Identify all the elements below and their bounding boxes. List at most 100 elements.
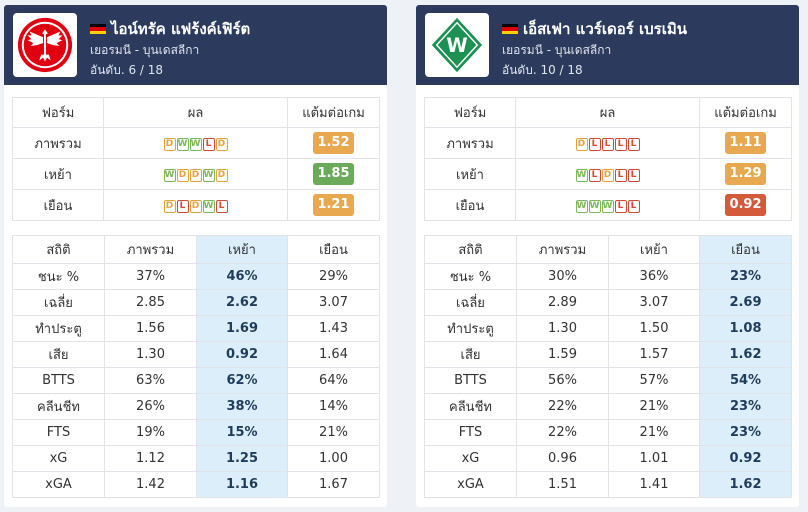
stat-overall: 2.89: [516, 289, 609, 316]
stats-row: ชนะ % 37% 46% 29%: [12, 263, 380, 290]
stat-away: 1.67: [287, 471, 380, 498]
stat-overall: 22%: [516, 419, 609, 446]
team-panel: W เอ็สเฟา แวร์เดอร์ เบรเมิน เยอรมนี - บุ…: [416, 5, 799, 507]
eagle-crest-icon[interactable]: [13, 13, 77, 77]
stats-table: สถิติ ภาพรวม เหย้า เยือน ชนะ % 30% 36% 2…: [424, 235, 792, 498]
stat-home: 46%: [196, 263, 288, 290]
stat-overall: 56%: [516, 367, 609, 394]
ppg-cell: 1.29: [699, 158, 792, 190]
form-result-chip: W: [588, 200, 601, 213]
team-header: ไอน์ทรัค แฟร้งค์เฟิร์ต เยอรมนี - บุนเดสล…: [4, 5, 387, 85]
stats-row: FTS 22% 21% 23%: [424, 419, 792, 446]
home-header[interactable]: เหย้า: [196, 235, 288, 264]
form-row-label: เยือน: [12, 189, 104, 221]
team-league[interactable]: เยอรมนี - บุนเดสลีกา: [502, 43, 612, 57]
form-result-chip: W: [163, 169, 176, 182]
stat-overall: 1.56: [104, 315, 197, 342]
form-result-chip: W: [202, 200, 215, 213]
home-header[interactable]: เหย้า: [608, 235, 700, 264]
stat-overall: 1.42: [104, 471, 197, 498]
form-result-chip: L: [588, 169, 601, 182]
form-row-label: เยือน: [424, 189, 516, 221]
stat-home: 57%: [608, 367, 700, 394]
team-league[interactable]: เยอรมนี - บุนเดสลีกา: [90, 43, 200, 57]
stat-away: 2.69: [699, 289, 792, 316]
stat-label: ทำประตู: [12, 315, 105, 342]
stat-away: 23%: [699, 263, 792, 290]
form-result-chip: L: [601, 138, 614, 151]
stats-row: เสีย 1.59 1.57 1.62: [424, 341, 792, 368]
form-result-chip: L: [627, 169, 640, 182]
form-header: ฟอร์ม: [424, 97, 516, 128]
overall-header[interactable]: ภาพรวม: [104, 235, 197, 264]
ppg-badge: 1.85: [313, 163, 354, 185]
away-header[interactable]: เยือน: [699, 235, 792, 264]
germany-flag-icon: [90, 23, 106, 35]
ppg-badge: 1.29: [725, 163, 766, 185]
stat-label: เสีย: [12, 341, 105, 368]
team-rank: อันดับ. 10 / 18: [502, 63, 583, 77]
stat-overall: 26%: [104, 393, 197, 420]
stat-away: 1.62: [699, 471, 792, 498]
team-name[interactable]: ไอน์ทรัค แฟร้งค์เฟิร์ต: [90, 17, 250, 41]
stat-away: 23%: [699, 393, 792, 420]
stat-label: xG: [424, 445, 517, 472]
stats-row: เฉลี่ย 2.89 3.07 2.69: [424, 289, 792, 316]
stat-home: 1.69: [196, 315, 288, 342]
stats-row: BTTS 63% 62% 64%: [12, 367, 380, 394]
form-header: ฟอร์ม: [12, 97, 104, 128]
team-name[interactable]: เอ็สเฟา แวร์เดอร์ เบรเมิน: [502, 17, 687, 41]
stats-row: คลีนชีท 22% 21% 23%: [424, 393, 792, 420]
stat-overall: 19%: [104, 419, 197, 446]
stat-overall: 63%: [104, 367, 197, 394]
stat-overall: 1.12: [104, 445, 197, 472]
stats-row: FTS 19% 15% 21%: [12, 419, 380, 446]
stat-away: 14%: [287, 393, 380, 420]
stats-row: ทำประตู 1.30 1.50 1.08: [424, 315, 792, 342]
stat-label: xG: [12, 445, 105, 472]
away-header[interactable]: เยือน: [287, 235, 380, 264]
stat-label: FTS: [424, 419, 517, 446]
stat-label: คลีนชีท: [424, 393, 517, 420]
stat-overall: 1.59: [516, 341, 609, 368]
form-result-chip: D: [189, 200, 202, 213]
form-result-chip: D: [163, 200, 176, 213]
ppg-cell: 1.52: [287, 127, 380, 159]
stat-away: 29%: [287, 263, 380, 290]
form-result-chip: L: [215, 200, 228, 213]
w-diamond-crest-icon[interactable]: W: [425, 13, 489, 77]
form-result-chip: W: [202, 169, 215, 182]
result-header: ผล: [515, 97, 700, 128]
stat-home: 21%: [608, 419, 700, 446]
stat-home: 1.01: [608, 445, 700, 472]
ppg-badge: 1.52: [313, 132, 354, 154]
stat-away: 54%: [699, 367, 792, 394]
stats-row: เสีย 1.30 0.92 1.64: [12, 341, 380, 368]
ppg-header: แต้มต่อเกม: [699, 97, 792, 128]
stat-home: 1.16: [196, 471, 288, 498]
stat-label: BTTS: [12, 367, 105, 394]
stat-away: 23%: [699, 419, 792, 446]
stat-home: 3.07: [608, 289, 700, 316]
form-row-label: เหย้า: [12, 158, 104, 190]
form-result-chip: L: [627, 138, 640, 151]
form-result-chip: L: [176, 200, 189, 213]
stat-home: 0.92: [196, 341, 288, 368]
stats-row: เฉลี่ย 2.85 2.62 3.07: [12, 289, 380, 316]
overall-header[interactable]: ภาพรวม: [516, 235, 609, 264]
stat-home: 21%: [608, 393, 700, 420]
stat-label: xGA: [424, 471, 517, 498]
stats-row: คลีนชีท 26% 38% 14%: [12, 393, 380, 420]
form-result-chip: W: [575, 169, 588, 182]
stat-overall: 37%: [104, 263, 197, 290]
form-row-label: ภาพรวม: [12, 127, 104, 159]
